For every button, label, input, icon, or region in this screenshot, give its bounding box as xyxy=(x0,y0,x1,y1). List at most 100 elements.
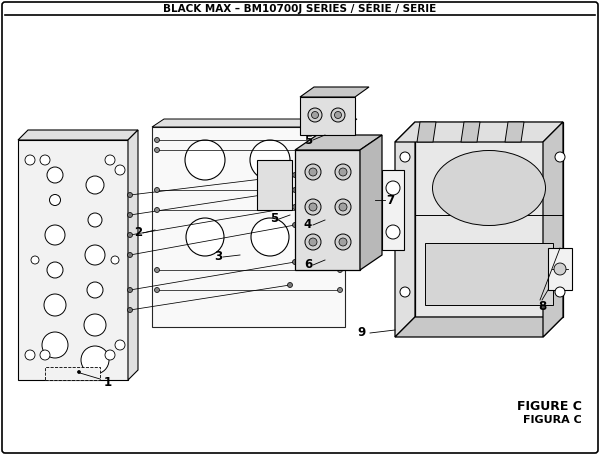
Text: FIGURA C: FIGURA C xyxy=(523,415,582,425)
Text: 5: 5 xyxy=(270,212,278,226)
Circle shape xyxy=(128,212,133,217)
Circle shape xyxy=(293,187,298,192)
Text: 4: 4 xyxy=(304,218,312,232)
Polygon shape xyxy=(461,122,480,142)
Ellipse shape xyxy=(309,168,317,176)
Polygon shape xyxy=(295,150,360,270)
Circle shape xyxy=(293,172,298,177)
Text: 8: 8 xyxy=(538,300,546,313)
Ellipse shape xyxy=(185,140,225,180)
Polygon shape xyxy=(395,122,415,337)
Ellipse shape xyxy=(305,199,321,215)
Circle shape xyxy=(31,256,39,264)
Ellipse shape xyxy=(335,111,341,118)
Circle shape xyxy=(155,147,160,152)
Ellipse shape xyxy=(250,140,290,180)
Ellipse shape xyxy=(42,332,68,358)
Circle shape xyxy=(287,283,293,288)
Ellipse shape xyxy=(47,262,63,278)
Text: 1: 1 xyxy=(104,376,112,389)
Circle shape xyxy=(155,207,160,212)
Text: 9: 9 xyxy=(358,327,366,339)
Polygon shape xyxy=(295,135,382,150)
Ellipse shape xyxy=(339,238,347,246)
Polygon shape xyxy=(395,122,563,142)
Ellipse shape xyxy=(84,314,106,336)
Polygon shape xyxy=(300,97,355,135)
Circle shape xyxy=(40,155,50,165)
Circle shape xyxy=(555,152,565,162)
Circle shape xyxy=(115,340,125,350)
Ellipse shape xyxy=(386,225,400,239)
Circle shape xyxy=(337,187,343,192)
Ellipse shape xyxy=(86,176,104,194)
Circle shape xyxy=(337,137,343,142)
Polygon shape xyxy=(300,87,369,97)
Ellipse shape xyxy=(339,168,347,176)
Ellipse shape xyxy=(339,203,347,211)
Text: 2: 2 xyxy=(134,227,142,239)
Circle shape xyxy=(337,268,343,273)
Circle shape xyxy=(293,204,298,209)
Polygon shape xyxy=(415,122,563,317)
Circle shape xyxy=(155,288,160,293)
Circle shape xyxy=(400,152,410,162)
Circle shape xyxy=(111,256,119,264)
Circle shape xyxy=(25,350,35,360)
Ellipse shape xyxy=(186,218,224,256)
Circle shape xyxy=(337,147,343,152)
Text: 5: 5 xyxy=(304,133,312,147)
Polygon shape xyxy=(257,160,292,210)
Circle shape xyxy=(115,165,125,175)
Circle shape xyxy=(337,288,343,293)
Ellipse shape xyxy=(433,151,545,226)
Bar xyxy=(425,243,553,305)
Polygon shape xyxy=(505,122,524,142)
Circle shape xyxy=(77,370,80,374)
Polygon shape xyxy=(18,130,138,140)
Ellipse shape xyxy=(251,218,289,256)
Ellipse shape xyxy=(386,181,400,195)
Polygon shape xyxy=(548,248,572,290)
Circle shape xyxy=(337,207,343,212)
Circle shape xyxy=(40,350,50,360)
Ellipse shape xyxy=(335,199,351,215)
Ellipse shape xyxy=(44,294,66,316)
Circle shape xyxy=(25,155,35,165)
Ellipse shape xyxy=(305,164,321,180)
Ellipse shape xyxy=(309,238,317,246)
Polygon shape xyxy=(45,367,100,380)
Polygon shape xyxy=(128,130,138,380)
Circle shape xyxy=(128,253,133,258)
Ellipse shape xyxy=(87,282,103,298)
Text: BLACK MAX – BM10700J SERIES / SÉRIE / SERIE: BLACK MAX – BM10700J SERIES / SÉRIE / SE… xyxy=(163,2,437,14)
Circle shape xyxy=(155,187,160,192)
Circle shape xyxy=(293,222,298,228)
Ellipse shape xyxy=(81,346,109,374)
Circle shape xyxy=(128,308,133,313)
Circle shape xyxy=(555,287,565,297)
Ellipse shape xyxy=(312,224,348,260)
Polygon shape xyxy=(18,140,128,380)
Ellipse shape xyxy=(331,108,345,122)
Polygon shape xyxy=(152,127,345,327)
Text: 7: 7 xyxy=(386,193,394,207)
Polygon shape xyxy=(360,135,382,270)
Ellipse shape xyxy=(47,167,63,183)
Circle shape xyxy=(400,287,410,297)
Ellipse shape xyxy=(311,111,319,118)
Circle shape xyxy=(128,192,133,197)
Text: FIGURE C: FIGURE C xyxy=(517,400,582,413)
Ellipse shape xyxy=(85,245,105,265)
Circle shape xyxy=(128,233,133,238)
Ellipse shape xyxy=(49,194,61,206)
Polygon shape xyxy=(152,119,357,127)
Polygon shape xyxy=(382,170,404,250)
Ellipse shape xyxy=(45,225,65,245)
Circle shape xyxy=(105,155,115,165)
Polygon shape xyxy=(543,122,563,337)
Circle shape xyxy=(128,288,133,293)
Circle shape xyxy=(155,137,160,142)
Ellipse shape xyxy=(335,234,351,250)
Ellipse shape xyxy=(309,203,317,211)
